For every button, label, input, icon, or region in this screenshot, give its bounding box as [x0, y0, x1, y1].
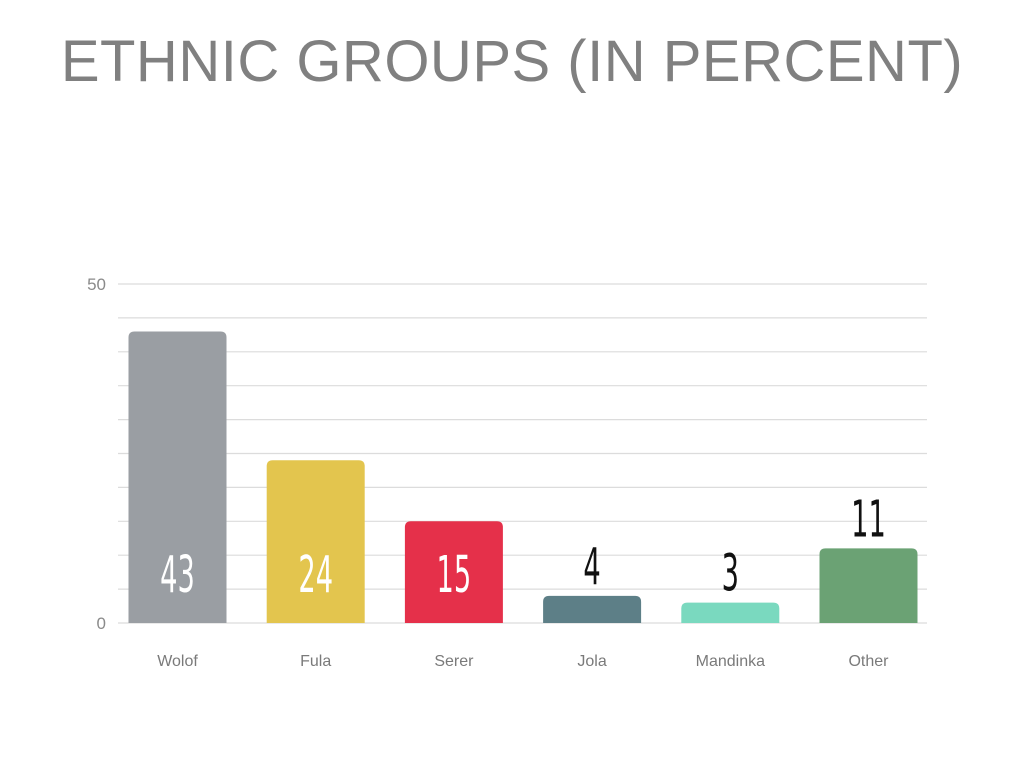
category-label: Serer [434, 653, 474, 670]
category-label: Wolof [157, 653, 198, 670]
bar [404, 521, 503, 623]
data-label: 15 [437, 545, 472, 605]
category-label: Fula [300, 653, 331, 670]
chart-title: ETHNIC GROUPS (IN PERCENT) [60, 29, 964, 94]
y-tick-label: 0 [97, 614, 106, 633]
bar [819, 548, 918, 623]
category-label: Jola [577, 653, 606, 670]
category-label: Mandinka [696, 653, 765, 670]
data-label: 43 [160, 545, 195, 605]
bar [681, 602, 780, 623]
data-label: 24 [298, 545, 333, 605]
y-tick-label: 50 [87, 275, 106, 294]
bar [543, 595, 642, 623]
category-label: Other [848, 653, 889, 670]
data-label: 11 [851, 489, 886, 549]
bar [128, 331, 227, 623]
bar [266, 460, 365, 623]
data-label: 4 [583, 537, 600, 597]
data-label: 3 [722, 543, 739, 603]
